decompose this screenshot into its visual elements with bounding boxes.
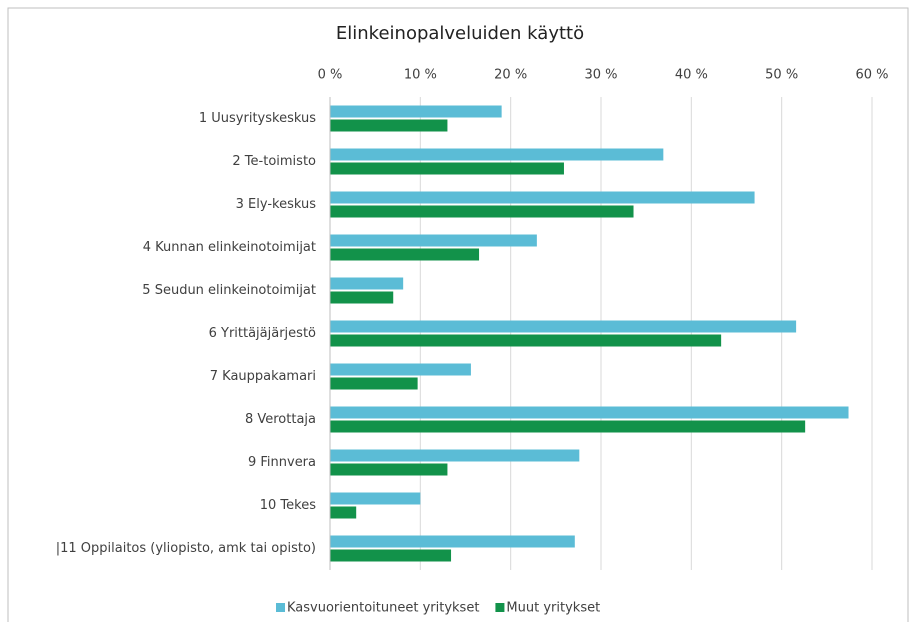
legend-label: Muut yritykset (506, 601, 600, 616)
bar (330, 291, 394, 304)
legend-swatch (495, 603, 505, 612)
bar (330, 148, 664, 161)
bar (330, 363, 471, 376)
bar (330, 549, 452, 562)
x-tick-label: 20 % (494, 68, 527, 83)
y-tick-label: 1 Uusyrityskeskus (199, 111, 316, 126)
x-tick-label: 40 % (675, 68, 708, 83)
x-tick-label: 50 % (765, 68, 798, 83)
y-tick-label: 9 Finnvera (248, 455, 316, 470)
y-tick-label: 3 Ely-keskus (236, 197, 317, 212)
y-tick-label: 6 Yrittäjäjärjestö (209, 326, 316, 341)
bar (330, 420, 806, 433)
bar (330, 492, 421, 505)
bar (330, 320, 797, 333)
bar (330, 105, 502, 118)
x-tick-label: 30 % (584, 68, 617, 83)
bar (330, 535, 575, 548)
bar (330, 205, 634, 218)
bar (330, 377, 418, 390)
bar (330, 277, 404, 290)
y-tick-label: 10 Tekes (260, 498, 316, 513)
y-tick-label: 4 Kunnan elinkeinotoimijat (143, 240, 316, 255)
bar (330, 234, 537, 247)
x-tick-label: 10 % (404, 68, 437, 83)
y-tick-label: 2 Te-toimisto (232, 154, 316, 169)
chart-title: Elinkeinopalveluiden käyttö (336, 23, 584, 44)
legend-swatch (276, 603, 285, 612)
bar (330, 463, 448, 476)
y-tick-label: 5 Seudun elinkeinotoimijat (142, 283, 316, 298)
y-tick-label: |11 Oppilaitos (yliopisto, amk tai opist… (56, 541, 316, 556)
legend-label: Kasvuorientoituneet yritykset (287, 601, 479, 616)
y-tick-label: 7 Kauppakamari (210, 369, 316, 384)
bar (330, 406, 849, 419)
x-tick-label: 60 % (855, 68, 888, 83)
bar (330, 334, 722, 347)
chart-frame (7, 7, 909, 622)
bar (330, 248, 480, 261)
y-tick-label: 8 Verottaja (245, 412, 316, 427)
bar (330, 119, 448, 132)
bar (330, 162, 564, 175)
bar (330, 191, 755, 204)
x-tick-label: 0 % (318, 68, 343, 83)
bar (330, 449, 580, 462)
bar (330, 506, 357, 519)
